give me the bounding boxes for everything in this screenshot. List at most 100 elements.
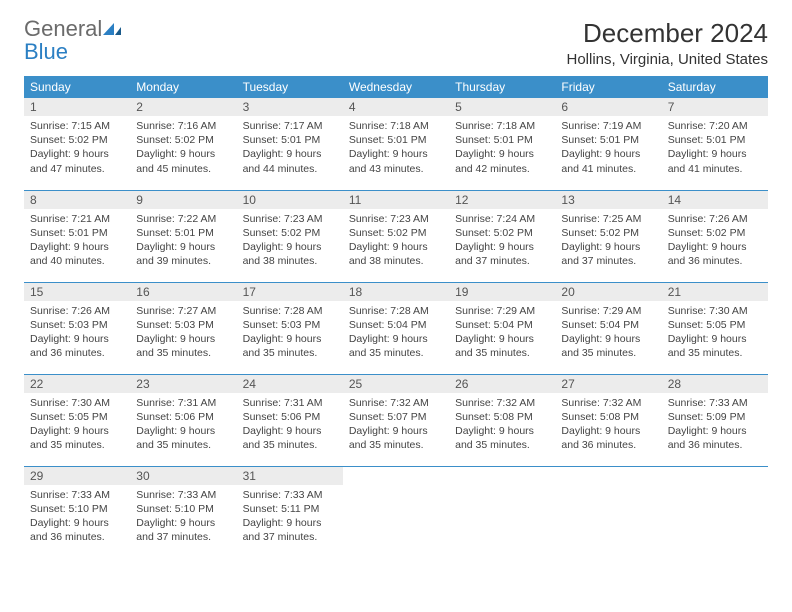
daylight-text: Daylight: 9 hours and 41 minutes. — [668, 147, 762, 175]
sunrise-text: Sunrise: 7:27 AM — [136, 304, 230, 318]
sunrise-text: Sunrise: 7:25 AM — [561, 212, 655, 226]
daylight-text: Daylight: 9 hours and 35 minutes. — [668, 332, 762, 360]
sunset-text: Sunset: 5:06 PM — [243, 410, 337, 424]
calendar-day-cell: 28Sunrise: 7:33 AMSunset: 5:09 PMDayligh… — [662, 374, 768, 466]
calendar-day-cell: 31Sunrise: 7:33 AMSunset: 5:11 PMDayligh… — [237, 466, 343, 558]
sunrise-text: Sunrise: 7:30 AM — [668, 304, 762, 318]
day-number: 30 — [130, 467, 236, 485]
sunrise-text: Sunrise: 7:33 AM — [243, 488, 337, 502]
day-body: Sunrise: 7:18 AMSunset: 5:01 PMDaylight:… — [449, 116, 555, 180]
calendar-week-row: 15Sunrise: 7:26 AMSunset: 5:03 PMDayligh… — [24, 282, 768, 374]
sunrise-text: Sunrise: 7:22 AM — [136, 212, 230, 226]
day-body: Sunrise: 7:31 AMSunset: 5:06 PMDaylight:… — [237, 393, 343, 457]
day-body: Sunrise: 7:33 AMSunset: 5:09 PMDaylight:… — [662, 393, 768, 457]
sunrise-text: Sunrise: 7:29 AM — [455, 304, 549, 318]
day-number: 5 — [449, 98, 555, 116]
calendar-day-cell: 1Sunrise: 7:15 AMSunset: 5:02 PMDaylight… — [24, 98, 130, 190]
sunrise-text: Sunrise: 7:31 AM — [136, 396, 230, 410]
sunrise-text: Sunrise: 7:32 AM — [561, 396, 655, 410]
daylight-text: Daylight: 9 hours and 35 minutes. — [561, 332, 655, 360]
sunset-text: Sunset: 5:07 PM — [349, 410, 443, 424]
sunset-text: Sunset: 5:01 PM — [243, 133, 337, 147]
sunset-text: Sunset: 5:10 PM — [30, 502, 124, 516]
day-number: 28 — [662, 375, 768, 393]
day-body: Sunrise: 7:32 AMSunset: 5:08 PMDaylight:… — [555, 393, 661, 457]
day-body: Sunrise: 7:18 AMSunset: 5:01 PMDaylight:… — [343, 116, 449, 180]
calendar-day-cell: 15Sunrise: 7:26 AMSunset: 5:03 PMDayligh… — [24, 282, 130, 374]
sunrise-text: Sunrise: 7:33 AM — [136, 488, 230, 502]
daylight-text: Daylight: 9 hours and 35 minutes. — [455, 424, 549, 452]
month-title: December 2024 — [567, 18, 769, 49]
day-number: 8 — [24, 191, 130, 209]
daylight-text: Daylight: 9 hours and 37 minutes. — [243, 516, 337, 544]
sunset-text: Sunset: 5:10 PM — [136, 502, 230, 516]
daylight-text: Daylight: 9 hours and 45 minutes. — [136, 147, 230, 175]
daylight-text: Daylight: 9 hours and 35 minutes. — [349, 424, 443, 452]
sunset-text: Sunset: 5:02 PM — [243, 226, 337, 240]
day-number: 16 — [130, 283, 236, 301]
daylight-text: Daylight: 9 hours and 38 minutes. — [349, 240, 443, 268]
weekday-header: Monday — [130, 76, 236, 98]
calendar-day-cell: 8Sunrise: 7:21 AMSunset: 5:01 PMDaylight… — [24, 190, 130, 282]
calendar-day-cell: 10Sunrise: 7:23 AMSunset: 5:02 PMDayligh… — [237, 190, 343, 282]
daylight-text: Daylight: 9 hours and 36 minutes. — [561, 424, 655, 452]
day-body: Sunrise: 7:19 AMSunset: 5:01 PMDaylight:… — [555, 116, 661, 180]
daylight-text: Daylight: 9 hours and 36 minutes. — [668, 240, 762, 268]
sunrise-text: Sunrise: 7:17 AM — [243, 119, 337, 133]
calendar-day-cell: 13Sunrise: 7:25 AMSunset: 5:02 PMDayligh… — [555, 190, 661, 282]
daylight-text: Daylight: 9 hours and 36 minutes. — [668, 424, 762, 452]
day-body: Sunrise: 7:24 AMSunset: 5:02 PMDaylight:… — [449, 209, 555, 273]
daylight-text: Daylight: 9 hours and 35 minutes. — [455, 332, 549, 360]
sunrise-text: Sunrise: 7:31 AM — [243, 396, 337, 410]
sunset-text: Sunset: 5:08 PM — [561, 410, 655, 424]
sunrise-text: Sunrise: 7:24 AM — [455, 212, 549, 226]
calendar-day-cell: 23Sunrise: 7:31 AMSunset: 5:06 PMDayligh… — [130, 374, 236, 466]
sunset-text: Sunset: 5:03 PM — [136, 318, 230, 332]
sunrise-text: Sunrise: 7:18 AM — [455, 119, 549, 133]
calendar-day-cell: 24Sunrise: 7:31 AMSunset: 5:06 PMDayligh… — [237, 374, 343, 466]
calendar-day-cell: 5Sunrise: 7:18 AMSunset: 5:01 PMDaylight… — [449, 98, 555, 190]
daylight-text: Daylight: 9 hours and 35 minutes. — [136, 424, 230, 452]
sunset-text: Sunset: 5:01 PM — [455, 133, 549, 147]
day-number: 19 — [449, 283, 555, 301]
logo-text-general: General — [24, 16, 102, 41]
day-body: Sunrise: 7:31 AMSunset: 5:06 PMDaylight:… — [130, 393, 236, 457]
logo-sail-icon — [102, 22, 122, 36]
day-number: 25 — [343, 375, 449, 393]
weekday-header-row: Sunday Monday Tuesday Wednesday Thursday… — [24, 76, 768, 98]
weekday-header: Friday — [555, 76, 661, 98]
day-body: Sunrise: 7:30 AMSunset: 5:05 PMDaylight:… — [24, 393, 130, 457]
day-body: Sunrise: 7:33 AMSunset: 5:11 PMDaylight:… — [237, 485, 343, 549]
sunset-text: Sunset: 5:05 PM — [668, 318, 762, 332]
sunset-text: Sunset: 5:09 PM — [668, 410, 762, 424]
calendar-week-row: 8Sunrise: 7:21 AMSunset: 5:01 PMDaylight… — [24, 190, 768, 282]
calendar-day-cell: 17Sunrise: 7:28 AMSunset: 5:03 PMDayligh… — [237, 282, 343, 374]
day-body: Sunrise: 7:22 AMSunset: 5:01 PMDaylight:… — [130, 209, 236, 273]
day-body: Sunrise: 7:25 AMSunset: 5:02 PMDaylight:… — [555, 209, 661, 273]
calendar-day-cell: 3Sunrise: 7:17 AMSunset: 5:01 PMDaylight… — [237, 98, 343, 190]
header: General Blue December 2024 Hollins, Virg… — [24, 18, 768, 68]
calendar-day-cell: 6Sunrise: 7:19 AMSunset: 5:01 PMDaylight… — [555, 98, 661, 190]
day-body: Sunrise: 7:30 AMSunset: 5:05 PMDaylight:… — [662, 301, 768, 365]
weekday-header: Wednesday — [343, 76, 449, 98]
sunset-text: Sunset: 5:04 PM — [349, 318, 443, 332]
day-body: Sunrise: 7:26 AMSunset: 5:02 PMDaylight:… — [662, 209, 768, 273]
sunrise-text: Sunrise: 7:18 AM — [349, 119, 443, 133]
sunset-text: Sunset: 5:04 PM — [455, 318, 549, 332]
day-body: Sunrise: 7:33 AMSunset: 5:10 PMDaylight:… — [130, 485, 236, 549]
daylight-text: Daylight: 9 hours and 39 minutes. — [136, 240, 230, 268]
sunset-text: Sunset: 5:06 PM — [136, 410, 230, 424]
sunrise-text: Sunrise: 7:19 AM — [561, 119, 655, 133]
day-body: Sunrise: 7:26 AMSunset: 5:03 PMDaylight:… — [24, 301, 130, 365]
daylight-text: Daylight: 9 hours and 38 minutes. — [243, 240, 337, 268]
day-body: Sunrise: 7:23 AMSunset: 5:02 PMDaylight:… — [343, 209, 449, 273]
sunset-text: Sunset: 5:03 PM — [30, 318, 124, 332]
sunrise-text: Sunrise: 7:26 AM — [668, 212, 762, 226]
sunrise-text: Sunrise: 7:30 AM — [30, 396, 124, 410]
calendar-day-cell: 16Sunrise: 7:27 AMSunset: 5:03 PMDayligh… — [130, 282, 236, 374]
day-number: 2 — [130, 98, 236, 116]
sunset-text: Sunset: 5:05 PM — [30, 410, 124, 424]
day-number: 7 — [662, 98, 768, 116]
sunrise-text: Sunrise: 7:23 AM — [349, 212, 443, 226]
calendar-day-cell: 27Sunrise: 7:32 AMSunset: 5:08 PMDayligh… — [555, 374, 661, 466]
